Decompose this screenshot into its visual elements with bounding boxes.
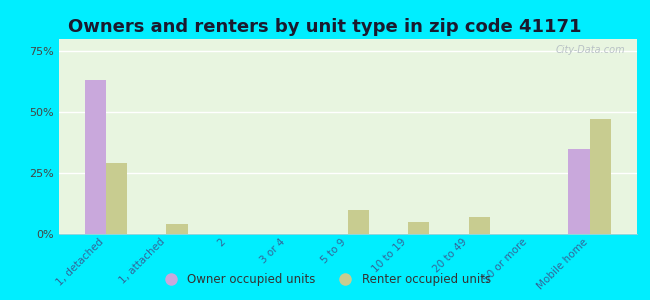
Bar <box>166 224 188 234</box>
Text: City-Data.com: City-Data.com <box>556 45 625 55</box>
Bar <box>348 210 369 234</box>
Legend: Owner occupied units, Renter occupied units: Owner occupied units, Renter occupied un… <box>154 269 496 291</box>
Text: Owners and renters by unit type in zip code 41171: Owners and renters by unit type in zip c… <box>68 18 582 36</box>
Bar <box>568 149 590 234</box>
Bar <box>469 217 490 234</box>
Bar <box>84 80 106 234</box>
Bar <box>590 119 611 234</box>
Bar <box>106 163 127 234</box>
Bar <box>408 222 430 234</box>
